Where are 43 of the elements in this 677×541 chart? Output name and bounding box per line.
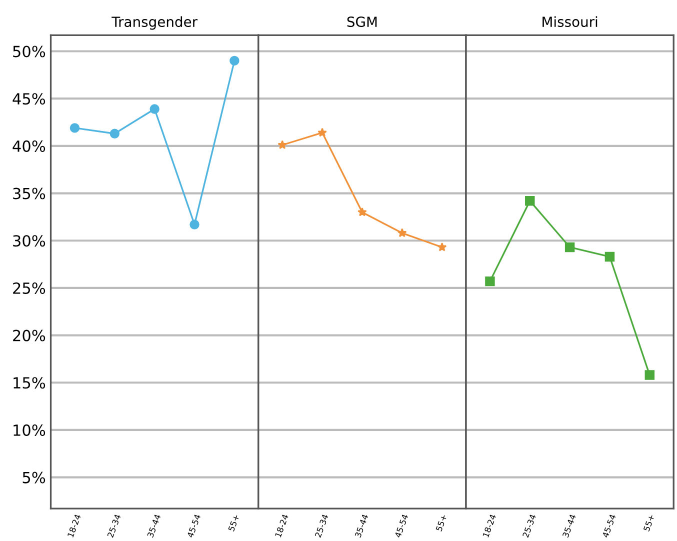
point — [230, 56, 240, 66]
point — [150, 104, 160, 114]
x-tick-label: 25-34 — [522, 514, 536, 538]
x-tick-label: 25-34 — [314, 514, 329, 538]
x-tick-label: 35-44 — [147, 514, 161, 538]
x-tick-label: 18-24 — [482, 514, 496, 538]
chart-title: Transgender — [112, 16, 198, 30]
chart-title: SGM — [347, 16, 377, 28]
x-tick-label: 18-24 — [67, 514, 81, 538]
y-tick-label: 35% — [13, 188, 46, 200]
x-tick-label: 55+ — [228, 514, 240, 532]
x-tick-label: 35-44 — [562, 514, 576, 538]
y-tick-label: 45% — [12, 93, 46, 105]
y-tick-label: 50% — [13, 46, 46, 58]
point — [485, 276, 495, 286]
y-tick-label: 10% — [14, 424, 46, 436]
y-tick-label: 15% — [14, 377, 46, 389]
point — [358, 207, 367, 216]
point — [437, 242, 447, 252]
point — [604, 252, 615, 262]
point — [644, 370, 655, 380]
x-tick-label: 25-34 — [107, 514, 121, 538]
x-tick-label: 18-24 — [274, 514, 289, 538]
x-tick-label: 55+ — [436, 514, 448, 532]
y-tick-label: 20% — [13, 330, 46, 342]
y-tick-label: 30% — [13, 235, 46, 247]
y-tick-label: 25% — [13, 282, 46, 294]
point — [525, 196, 535, 206]
x-tick-label: 55+ — [643, 514, 655, 532]
point — [110, 128, 120, 138]
point — [564, 242, 575, 252]
point — [397, 228, 407, 238]
x-tick-label: 45-54 — [186, 514, 201, 538]
y-tick-label: 5% — [22, 472, 46, 484]
point — [190, 220, 200, 230]
point — [278, 140, 287, 150]
x-tick-label: 45-54 — [394, 514, 408, 538]
point — [70, 123, 80, 133]
x-tick-label: 45-54 — [602, 514, 616, 538]
chart-title: Missouri — [542, 16, 598, 28]
point — [318, 128, 327, 137]
y-tick-label: 40% — [12, 140, 46, 152]
x-tick-label: 35-44 — [354, 514, 368, 538]
